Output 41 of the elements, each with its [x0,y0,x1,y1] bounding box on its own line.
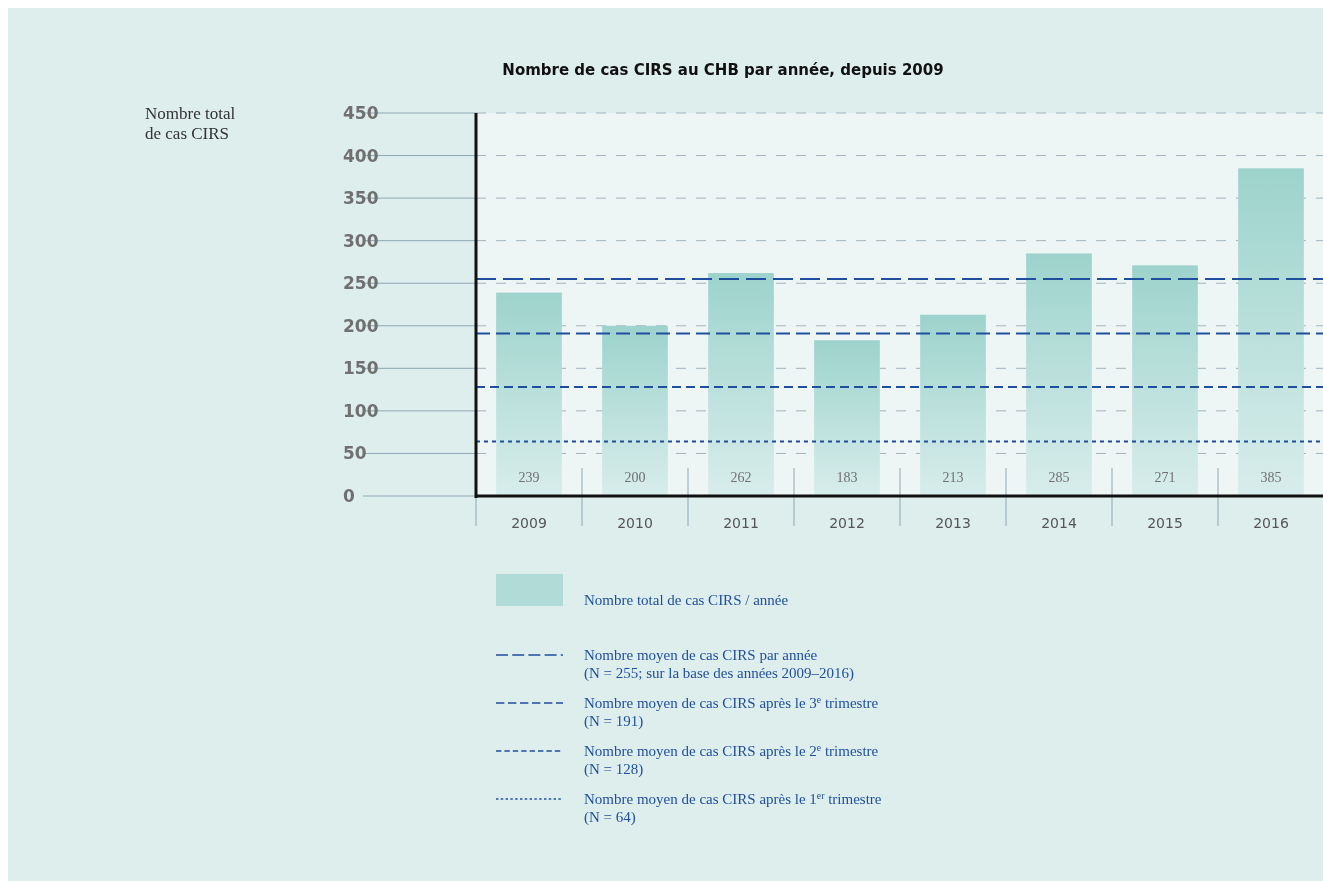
y-tick-label: 250 [343,273,379,294]
x-tick-label: 2013 [935,515,971,531]
bar [708,273,774,496]
y-tick-label: 150 [343,358,379,379]
bar [1026,253,1092,496]
bar [496,292,562,496]
text: Nombre total de cas CIRS [145,104,236,143]
y-tick-label: 200 [343,315,379,336]
data-label: 285 [1048,470,1070,485]
x-tick-label: 2009 [511,515,547,531]
legend-label: Nombre moyen de cas CIRS par année (N = 255; sur la base des années 2009–2016) [584,647,855,682]
y-tick-label: 400 [343,145,379,166]
data-label: 271 [1154,470,1176,485]
x-tick-label: 2014 [1041,515,1077,531]
x-tick-label: 2012 [829,515,865,531]
x-tick-label: 2011 [723,515,759,531]
bar [602,325,668,496]
data-label: 239 [518,470,540,485]
data-label: 183 [836,470,858,485]
x-tick-label: 2010 [617,515,653,531]
y-tick-label: 100 [343,400,379,421]
y-tick-label: 350 [343,188,379,209]
x-tick-label: 2016 [1253,515,1289,531]
y-tick-label: 0 [343,486,355,506]
chart-title: Nombre de cas CIRS au CHB par année, depuis 2009 [502,61,944,79]
x-tick-label: 2015 [1147,515,1183,531]
text: Nombre moyen de cas CIRS après le 1$^{er}$ trimestre (N = 64) [584,789,882,825]
y-tick-label: 450 [343,103,379,123]
y-tick-label: 50 [343,443,367,464]
data-label: 200 [624,470,646,485]
data-label: 262 [730,470,752,485]
text: Nombre moyen de cas CIRS après le 2$^{e}$ trimestre (N = 128) [584,741,879,777]
data-label: 385 [1260,470,1282,485]
bar [920,314,986,496]
bar [814,340,880,496]
data-label: 213 [942,470,964,485]
y-tick-label: 300 [343,230,379,251]
bar [1238,168,1304,496]
text: Nombre moyen de cas CIRS après le 3$^{e}$ trimestre (N = 191) [584,693,879,729]
legend-label: Nombre total de cas CIRS / année [584,592,789,608]
bar [1132,265,1198,496]
